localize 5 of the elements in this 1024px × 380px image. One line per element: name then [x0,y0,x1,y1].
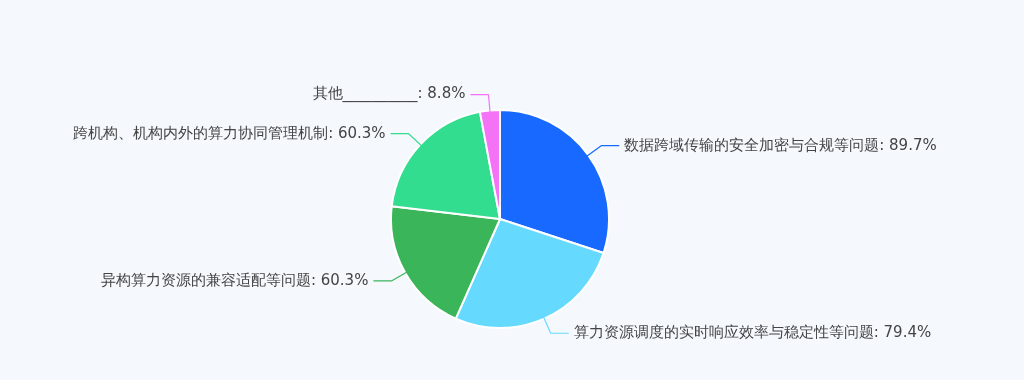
slice-label: 算力资源调度的实时响应效率与稳定性等问题: 79.4% [573,323,932,342]
slice-label: 跨机构、机构内外的算力协同管理机制: 60.3% [73,123,386,142]
slice-label: 数据跨域传输的安全加密与合规等问题: 89.7% [624,135,937,154]
slice-label: 异构算力资源的兼容适配等问题: 60.3% [100,270,369,289]
slice-label: 其他__________: 8.8% [312,84,466,104]
